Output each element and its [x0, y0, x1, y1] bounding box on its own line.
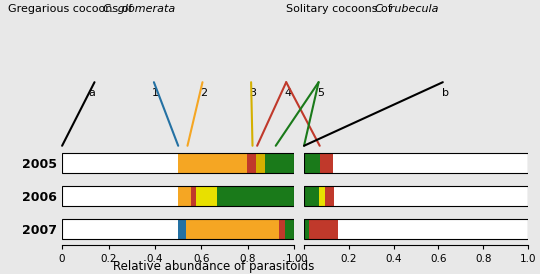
Text: 1: 1: [152, 88, 159, 98]
Bar: [178, 186, 191, 206]
Text: C. rubecula: C. rubecula: [375, 4, 439, 14]
Text: Relative abundance of parasitoids: Relative abundance of parasitoids: [113, 260, 314, 273]
Bar: [62, 186, 178, 206]
Bar: [333, 153, 528, 173]
Bar: [325, 186, 334, 206]
Bar: [178, 219, 186, 239]
Bar: [191, 186, 195, 206]
Text: a: a: [89, 88, 95, 98]
Bar: [178, 153, 247, 173]
Bar: [62, 219, 178, 239]
Bar: [265, 153, 294, 173]
Bar: [338, 219, 528, 239]
Text: b: b: [442, 88, 449, 98]
Bar: [279, 219, 285, 239]
Text: 3: 3: [249, 88, 256, 98]
Text: 5: 5: [317, 88, 323, 98]
Bar: [304, 219, 308, 239]
Bar: [186, 219, 279, 239]
Bar: [285, 219, 294, 239]
Bar: [195, 186, 217, 206]
Bar: [304, 186, 319, 206]
Bar: [304, 153, 320, 173]
Bar: [334, 186, 528, 206]
Text: 4: 4: [284, 88, 292, 98]
Bar: [308, 219, 338, 239]
Bar: [247, 153, 256, 173]
Text: 2: 2: [200, 88, 208, 98]
Text: C. glomerata: C. glomerata: [103, 4, 175, 14]
Text: Solitary cocoons of: Solitary cocoons of: [286, 4, 395, 14]
Bar: [62, 153, 178, 173]
Bar: [217, 186, 294, 206]
Bar: [320, 153, 333, 173]
Bar: [319, 186, 325, 206]
Bar: [256, 153, 265, 173]
Text: Gregarious cocoons of: Gregarious cocoons of: [8, 4, 136, 14]
